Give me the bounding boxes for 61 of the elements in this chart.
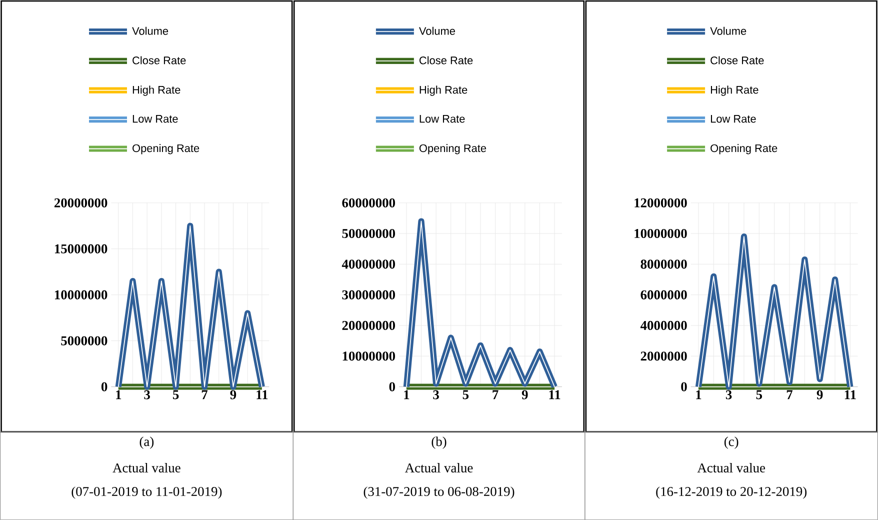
legend-label: High Rate bbox=[132, 86, 180, 96]
x-tick-label: 3 bbox=[433, 390, 439, 400]
y-tick-label: 0 bbox=[101, 382, 108, 392]
legend-label: Close Rate bbox=[710, 56, 764, 64]
x-tick-label: 5 bbox=[756, 390, 762, 400]
x-tick-label: 3 bbox=[144, 390, 150, 400]
y-tick-label: 10000000 bbox=[54, 290, 108, 300]
text: Actual value bbox=[404, 463, 473, 472]
x-tick-label: 9 bbox=[522, 390, 528, 400]
legend-label: High Rate bbox=[420, 86, 468, 96]
y-tick-label: 50000000 bbox=[342, 229, 396, 238]
legend-label: Opening Rate bbox=[710, 144, 778, 154]
legend-label: Low Rate bbox=[420, 115, 465, 123]
y-tick-label: 8000000 bbox=[640, 260, 687, 269]
x-tick-label: 11 bbox=[844, 390, 856, 400]
y-tick-label: 40000000 bbox=[342, 260, 396, 269]
legend-label: High Rate bbox=[710, 86, 758, 96]
x-tick-label: 5 bbox=[462, 390, 469, 400]
x-tick-label: 5 bbox=[172, 390, 179, 400]
y-tick-label: 0 bbox=[389, 382, 396, 392]
y-tick-label: 20000000 bbox=[342, 320, 396, 330]
text: (31-07-2019 to 06-08-2019) bbox=[364, 486, 514, 499]
x-tick-label: 1 bbox=[116, 390, 122, 400]
y-tick-label: 20000000 bbox=[54, 198, 108, 208]
text: (07-01-2019 to 11-01-2019) bbox=[72, 486, 222, 499]
legend-label: Low Rate bbox=[132, 115, 178, 123]
legend-label: Volume bbox=[132, 26, 168, 35]
y-tick-label: 30000000 bbox=[342, 290, 396, 300]
x-tick-label: 7 bbox=[786, 390, 793, 400]
y-tick-label: 60000000 bbox=[342, 198, 396, 208]
legend-label: Close Rate bbox=[420, 56, 473, 64]
x-tick-label: 3 bbox=[726, 390, 732, 400]
text: (a) bbox=[140, 436, 154, 449]
legend-label: Opening Rate bbox=[132, 144, 200, 154]
text: (c) bbox=[724, 436, 738, 449]
x-tick-label: 7 bbox=[492, 390, 498, 400]
y-tick-label: 4000000 bbox=[640, 320, 687, 330]
text: (b) bbox=[432, 436, 446, 449]
y-tick-label: 15000000 bbox=[54, 244, 108, 254]
x-tick-label: 11 bbox=[256, 390, 268, 400]
x-tick-label: 11 bbox=[549, 390, 560, 400]
y-tick-label: 10000000 bbox=[342, 352, 396, 361]
x-tick-label: 9 bbox=[230, 390, 236, 400]
legend-label: Volume bbox=[419, 26, 456, 35]
x-tick-label: 1 bbox=[696, 390, 702, 400]
y-tick-label: 10000000 bbox=[634, 229, 687, 238]
text: (16-12-2019 to 20-12-2019) bbox=[656, 486, 807, 499]
text: Actual value bbox=[697, 463, 766, 472]
legend-label: Close Rate bbox=[132, 56, 186, 64]
x-tick-label: 9 bbox=[816, 390, 823, 400]
x-tick-label: 1 bbox=[404, 390, 410, 400]
text: Actual value bbox=[112, 463, 180, 472]
y-tick-label: 5000000 bbox=[61, 336, 108, 346]
y-tick-label: 6000000 bbox=[640, 290, 687, 300]
y-tick-label: 2000000 bbox=[640, 352, 687, 361]
legend-label: Opening Rate bbox=[419, 144, 486, 154]
x-tick-label: 7 bbox=[202, 390, 208, 400]
y-tick-label: 0 bbox=[681, 382, 687, 392]
legend-label: Low Rate bbox=[710, 115, 756, 123]
y-tick-label: 12000000 bbox=[634, 198, 687, 208]
legend-label: Volume bbox=[710, 26, 746, 35]
